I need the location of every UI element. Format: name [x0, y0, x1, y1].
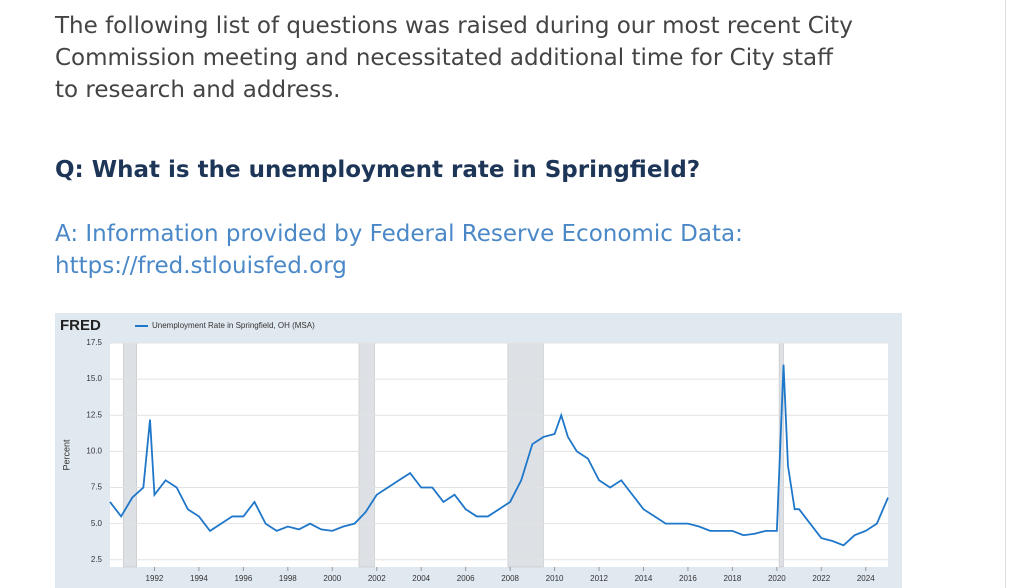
x-tick-label: 2010 [546, 574, 564, 583]
intro-text: The following list of questions was rais… [55, 13, 853, 103]
y-axis-label: Percent [61, 439, 71, 471]
legend-label: Unemployment Rate in Springfield, OH (MS… [152, 321, 315, 330]
recession-band [507, 342, 544, 568]
y-tick-label: 17.5 [86, 338, 102, 347]
x-tick-label: 2006 [457, 574, 475, 583]
chart: FRED Unemployment Rate in Springfield, O… [55, 313, 902, 588]
x-tick-label: 1994 [190, 574, 208, 583]
x-tick-label: 2020 [768, 574, 786, 583]
x-tick-label: 2024 [857, 574, 875, 583]
x-tick-label: 2000 [323, 574, 341, 583]
y-tick-label: 5.0 [91, 519, 103, 528]
x-tick-label: 1996 [234, 574, 252, 583]
y-tick-label: 7.5 [91, 483, 103, 492]
x-tick-label: 1992 [146, 574, 164, 583]
x-tick-label: 2014 [635, 574, 653, 583]
plot-area [110, 343, 888, 567]
y-tick-label: 15.0 [86, 374, 102, 383]
recession-band [358, 342, 375, 568]
divider [1005, 0, 1006, 588]
x-tick-label: 2016 [679, 574, 697, 583]
x-tick-label: 1998 [279, 574, 297, 583]
y-tick-label: 12.5 [86, 410, 102, 419]
logo: FRED [60, 317, 101, 334]
question: Q: What is the unemployment rate in Spri… [55, 157, 701, 183]
answer-link[interactable]: https://fred.stlouisfed.org [55, 253, 347, 279]
x-tick-label: 2002 [368, 574, 386, 583]
recession-band [123, 342, 137, 568]
y-tick-label: 2.5 [91, 555, 103, 564]
x-tick-label: 2004 [412, 574, 430, 583]
data-line [109, 364, 889, 547]
x-tick-label: 2008 [501, 574, 519, 583]
x-tick-label: 2018 [724, 574, 742, 583]
x-tick-label: 2012 [590, 574, 608, 583]
y-tick-label: 10.0 [86, 446, 102, 455]
x-tick-label: 2022 [812, 574, 830, 583]
answer-text: A: Information provided by Federal Reser… [55, 221, 743, 247]
answer: A: Information provided by Federal Reser… [55, 218, 743, 282]
